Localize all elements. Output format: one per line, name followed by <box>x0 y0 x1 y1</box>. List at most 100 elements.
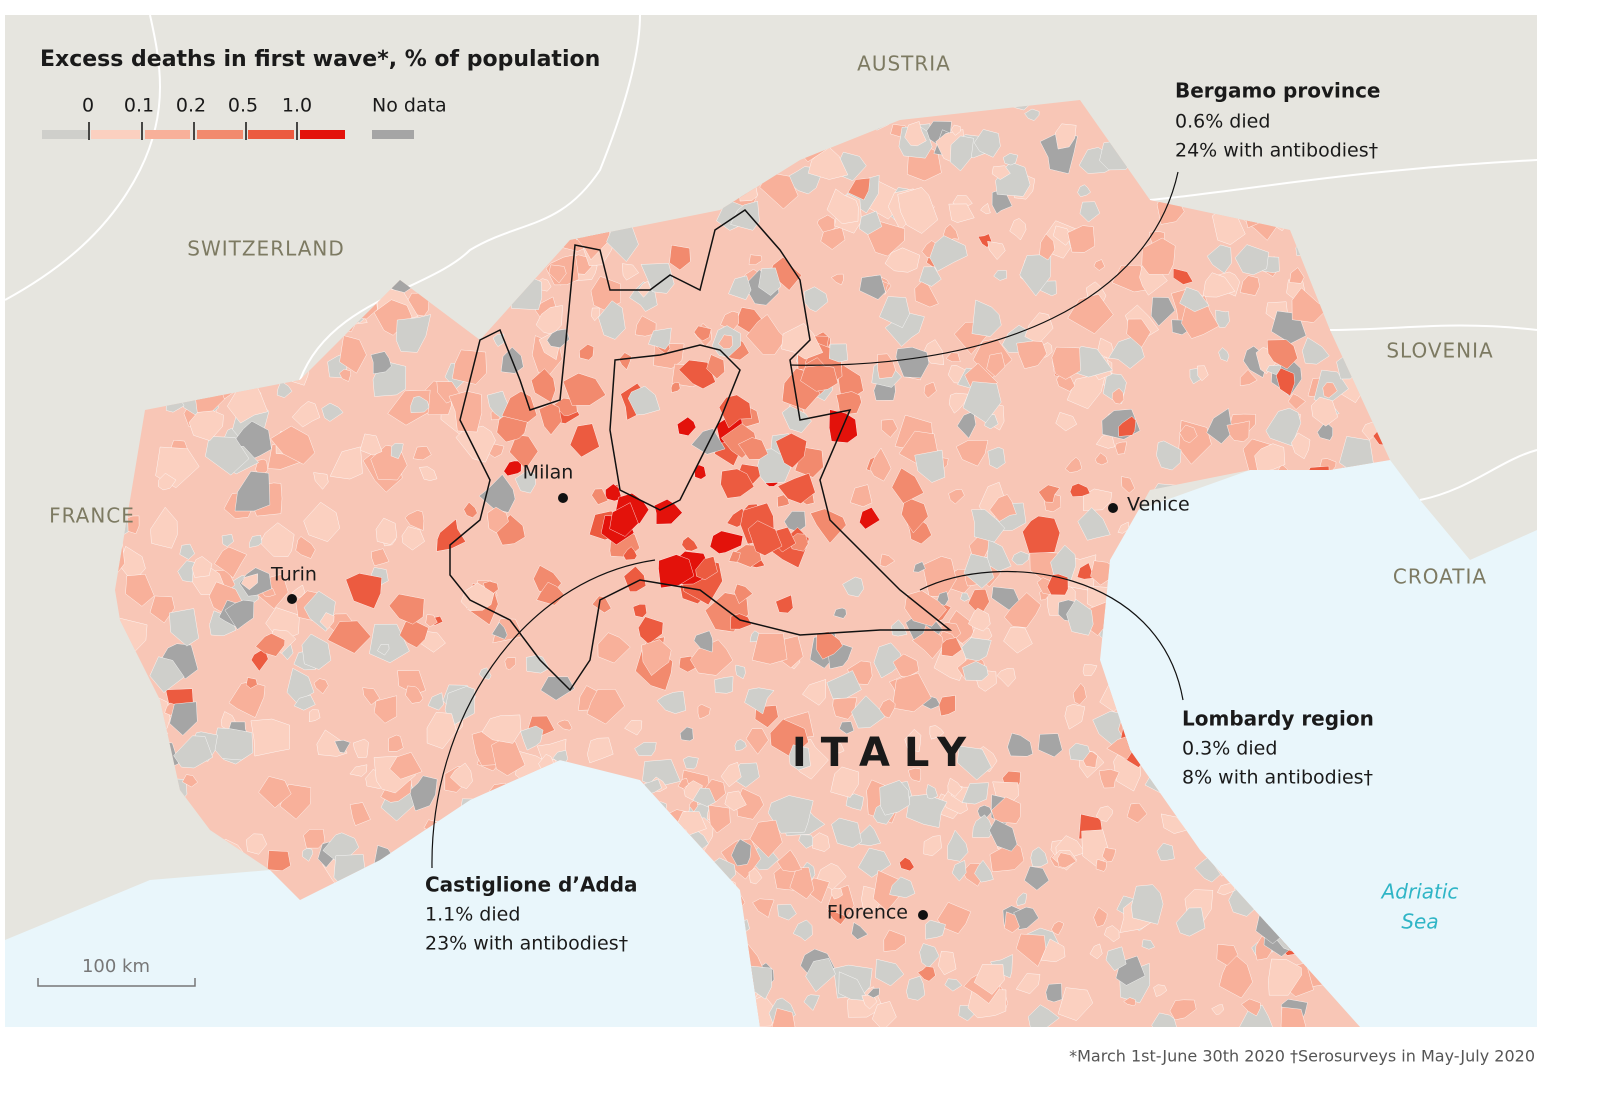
municipality <box>448 390 483 433</box>
municipality <box>562 372 606 406</box>
municipality <box>1156 440 1182 471</box>
municipality <box>748 254 763 266</box>
municipality <box>947 777 963 797</box>
municipality <box>1150 297 1176 327</box>
municipality <box>450 762 473 789</box>
municipality <box>1056 373 1076 392</box>
municipality <box>1038 484 1060 503</box>
municipality <box>291 401 321 428</box>
municipality <box>1302 337 1330 365</box>
municipality <box>897 187 939 234</box>
municipality <box>1169 999 1197 1021</box>
municipality <box>1179 424 1198 444</box>
municipality <box>714 676 734 694</box>
municipality <box>938 695 956 717</box>
municipality <box>1027 1004 1060 1027</box>
legend-title: Excess deaths in first wave*, % of popul… <box>40 47 600 72</box>
municipality <box>847 177 871 201</box>
municipality <box>904 121 927 147</box>
municipality <box>724 790 747 811</box>
municipality <box>709 530 744 554</box>
legend-swatch <box>197 130 243 139</box>
municipality <box>914 449 946 483</box>
municipality <box>678 359 716 390</box>
municipality <box>640 262 675 294</box>
municipality <box>1082 664 1098 677</box>
municipality <box>313 678 329 695</box>
municipality <box>878 698 896 719</box>
municipality <box>929 725 945 740</box>
municipality <box>1024 108 1040 121</box>
municipality <box>961 782 989 805</box>
municipality <box>842 576 864 598</box>
municipality <box>395 314 431 353</box>
bergamo-outline <box>609 344 741 511</box>
municipality <box>1022 515 1061 554</box>
municipality <box>922 339 944 366</box>
municipality <box>1141 939 1155 950</box>
municipality <box>481 714 522 744</box>
municipality <box>591 595 612 614</box>
municipality <box>891 467 924 504</box>
municipality <box>648 327 672 350</box>
municipality <box>691 428 726 455</box>
municipality <box>845 793 864 811</box>
municipality <box>989 841 1025 873</box>
municipality <box>826 188 859 225</box>
municipality <box>1131 884 1164 925</box>
municipality <box>303 829 326 849</box>
municipality <box>339 368 351 382</box>
municipality <box>802 679 827 706</box>
municipality <box>1317 421 1333 441</box>
municipality <box>491 622 508 640</box>
municipality <box>1009 218 1027 241</box>
municipality <box>188 406 224 441</box>
municipality <box>1077 184 1091 197</box>
municipality <box>733 583 753 604</box>
municipality <box>370 351 392 375</box>
municipality <box>963 553 995 589</box>
municipality <box>569 423 600 458</box>
municipality <box>869 447 892 482</box>
municipality <box>520 725 544 751</box>
municipality <box>747 520 783 556</box>
border <box>1329 324 1538 331</box>
municipality <box>1105 946 1127 971</box>
municipality <box>752 898 775 918</box>
municipality <box>904 729 922 752</box>
municipality <box>492 333 505 347</box>
annotation-line: 8% with antibodies† <box>1182 767 1373 789</box>
municipality <box>1067 225 1096 253</box>
municipality <box>1046 573 1069 596</box>
municipality <box>1077 507 1111 541</box>
municipality <box>1123 997 1136 1007</box>
municipality <box>828 343 849 363</box>
municipality <box>221 534 234 547</box>
municipality <box>775 594 794 614</box>
municipality <box>556 719 573 731</box>
municipality <box>1287 393 1306 410</box>
city-label: Milan <box>523 462 574 484</box>
legend-swatch <box>145 130 190 139</box>
municipality <box>388 593 425 625</box>
municipality <box>831 741 845 754</box>
municipality <box>751 633 788 665</box>
city-dot <box>287 594 297 604</box>
municipality <box>504 657 517 671</box>
municipality <box>375 517 398 545</box>
leader-line <box>919 570 1184 701</box>
municipality <box>789 866 815 900</box>
municipality <box>851 922 869 940</box>
municipality <box>832 697 858 720</box>
municipality <box>1121 476 1135 494</box>
municipality <box>349 764 368 777</box>
sea <box>5 760 760 1027</box>
municipality <box>948 203 975 223</box>
municipality <box>669 244 691 271</box>
municipality <box>509 434 539 470</box>
municipality <box>771 1007 796 1027</box>
municipality <box>1265 407 1302 446</box>
municipality <box>426 711 457 749</box>
municipality <box>1072 682 1087 705</box>
